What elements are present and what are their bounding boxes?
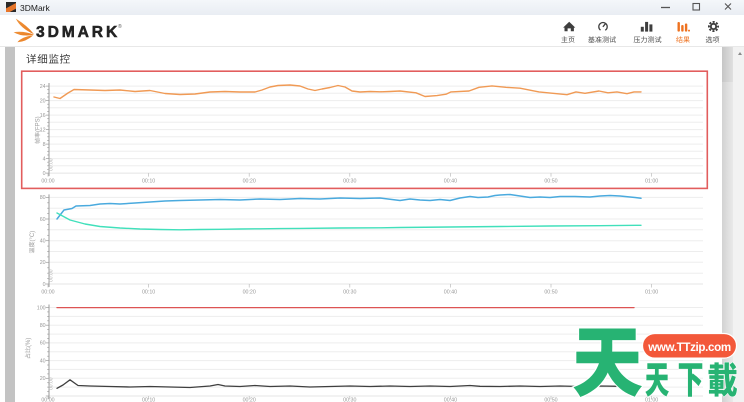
svg-text:00:00: 00:00 — [49, 377, 55, 390]
svg-text:00:50: 00:50 — [544, 398, 557, 402]
svg-text:16: 16 — [40, 113, 46, 119]
svg-text:00:40: 00:40 — [444, 398, 457, 402]
svg-text:0: 0 — [43, 282, 46, 288]
svg-text:20: 20 — [40, 98, 46, 104]
svg-text:01:00: 01:00 — [645, 179, 658, 185]
svg-text:20: 20 — [40, 260, 46, 266]
svg-text:00:40: 00:40 — [444, 290, 457, 296]
svg-text:4: 4 — [43, 156, 46, 162]
svg-text:24: 24 — [40, 84, 46, 90]
svg-text:(FPS): (FPS) — [36, 116, 42, 132]
svg-text:00:10: 00:10 — [142, 290, 155, 296]
svg-text:60: 60 — [40, 217, 46, 223]
svg-text:00:00: 00:00 — [41, 398, 54, 402]
svg-text:00:10: 00:10 — [142, 398, 155, 402]
svg-text:0: 0 — [43, 171, 46, 177]
svg-text:00:00: 00:00 — [41, 290, 54, 296]
svg-text:00:20: 00:20 — [243, 398, 256, 402]
svg-text:00:10: 00:10 — [142, 179, 155, 185]
svg-text:00:30: 00:30 — [343, 290, 356, 296]
svg-text:00:30: 00:30 — [343, 179, 356, 185]
svg-text:8: 8 — [43, 142, 46, 148]
svg-text:00:40: 00:40 — [444, 179, 457, 185]
svg-text:80: 80 — [40, 195, 46, 201]
svg-text:00:00: 00:00 — [49, 269, 55, 282]
svg-text:12: 12 — [40, 127, 46, 133]
svg-text:(%): (%) — [26, 338, 32, 347]
svg-text:100: 100 — [37, 305, 46, 311]
svg-text:(°C): (°C) — [30, 231, 36, 242]
svg-text:00:20: 00:20 — [243, 290, 256, 296]
svg-text:80: 80 — [40, 323, 46, 329]
svg-text:00:00: 00:00 — [49, 158, 55, 171]
svg-text:20: 20 — [40, 376, 46, 382]
svg-text:00:50: 00:50 — [544, 290, 557, 296]
svg-text:00:50: 00:50 — [544, 179, 557, 185]
svg-text:00:30: 00:30 — [343, 398, 356, 402]
svg-text:40: 40 — [40, 358, 46, 364]
svg-text:60: 60 — [40, 341, 46, 347]
svg-text:00:20: 00:20 — [243, 179, 256, 185]
svg-text:00:00: 00:00 — [41, 179, 54, 185]
svg-text:www.TTzip.com: www.TTzip.com — [647, 341, 731, 354]
svg-text:40: 40 — [40, 239, 46, 245]
svg-text:01:00: 01:00 — [645, 398, 658, 402]
svg-text:01:00: 01:00 — [645, 290, 658, 296]
